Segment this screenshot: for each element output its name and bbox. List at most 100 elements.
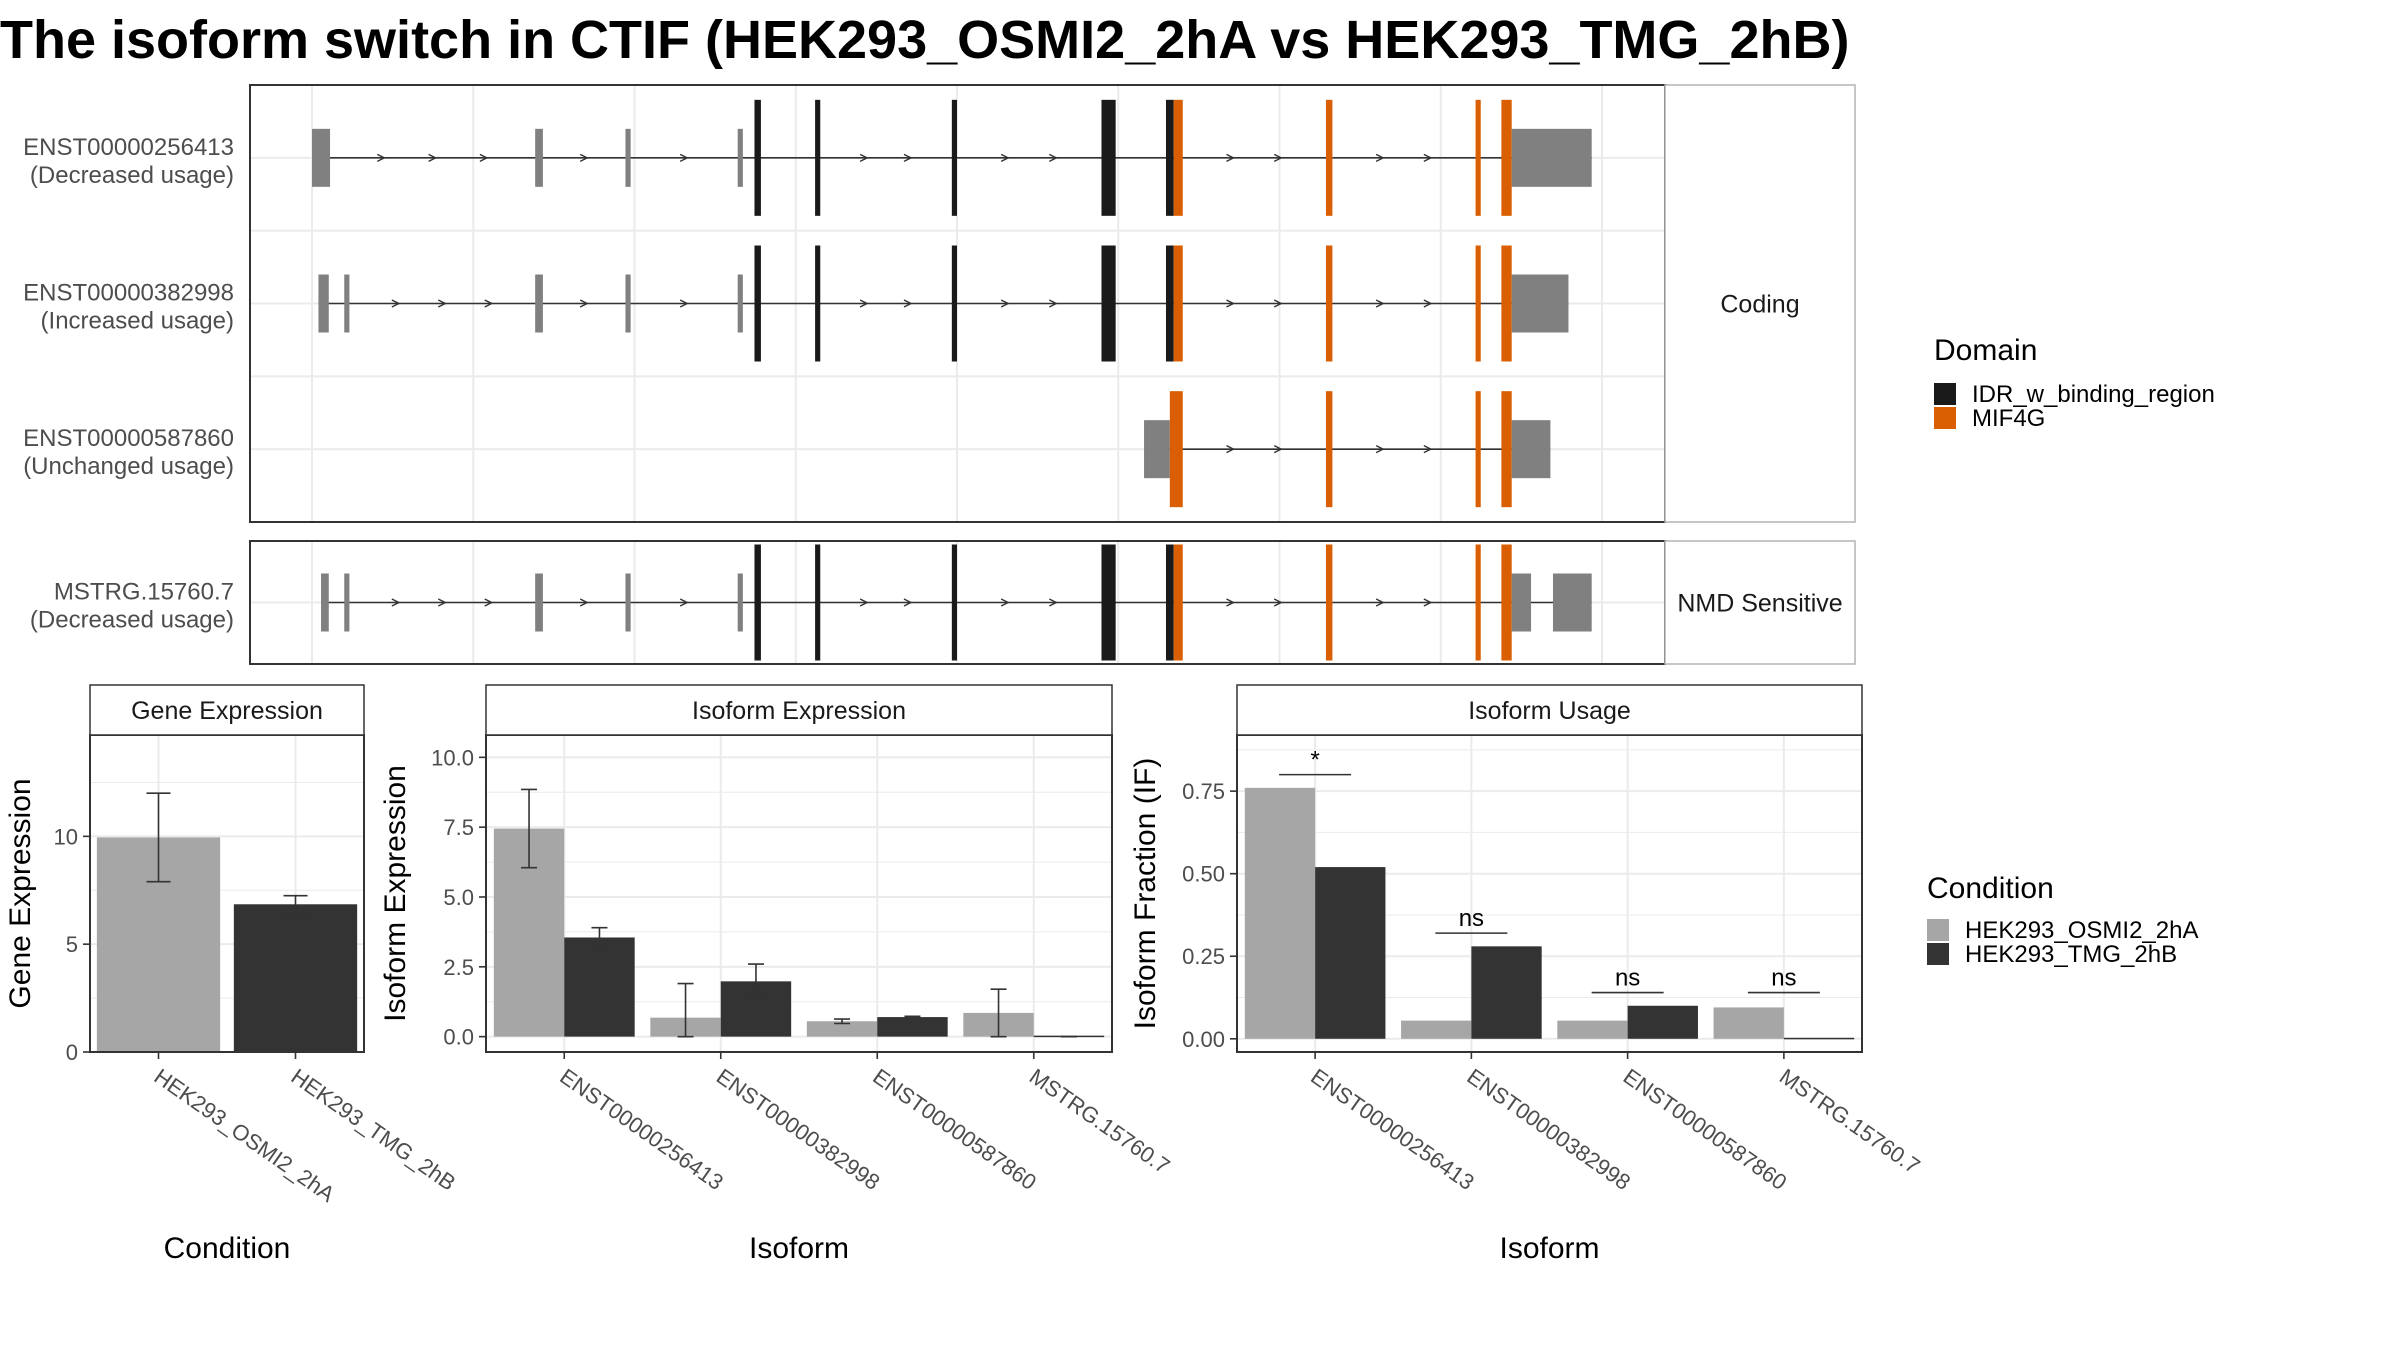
intron-arrow bbox=[1226, 299, 1236, 308]
intron-arrow bbox=[1226, 445, 1236, 454]
x-tick-label: MSTRG.15760.7 bbox=[1025, 1064, 1175, 1179]
domain-legend-title: Domain bbox=[1934, 334, 2037, 367]
bar-series-1 bbox=[1557, 1020, 1628, 1039]
x-axis-title: Isoform bbox=[1499, 1232, 1599, 1265]
utr-exon bbox=[737, 573, 743, 632]
intron-arrow bbox=[1049, 299, 1058, 308]
panel-strip bbox=[1236, 684, 1863, 736]
domain-legend-swatch bbox=[1934, 407, 1956, 429]
utr-exon bbox=[625, 573, 631, 632]
domain-exon-mif4g bbox=[1501, 544, 1512, 661]
bar-chart-panels: Gene Expression0510HEK293_OSMI2_2hAHEK29… bbox=[4, 684, 1925, 1265]
bar-series-1 bbox=[1713, 1007, 1784, 1039]
intron-arrow bbox=[1273, 299, 1283, 308]
y-tick-label: 7.5 bbox=[443, 815, 474, 840]
intron-arrow bbox=[859, 153, 869, 162]
figure-title: The isoform switch in CTIF (HEK293_OSMI2… bbox=[0, 10, 1849, 70]
domain-exon-mif4g bbox=[1501, 391, 1512, 508]
utr-exon bbox=[535, 573, 543, 632]
domain-exon-mif4g bbox=[1475, 99, 1481, 216]
condition-legend-label: HEK293_OSMI2_2hA bbox=[1965, 917, 2198, 944]
significance-label: ns bbox=[1459, 905, 1484, 932]
condition-legend-title: Condition bbox=[1927, 872, 2054, 905]
intron-arrow bbox=[484, 598, 494, 607]
y-tick-label: 10 bbox=[54, 824, 78, 849]
significance-label: ns bbox=[1771, 965, 1796, 992]
intron-arrow bbox=[1423, 299, 1433, 308]
domain-exon-idr-w-binding-region bbox=[815, 245, 821, 362]
intron-arrow bbox=[1226, 598, 1236, 607]
domain-exon-mif4g bbox=[1501, 245, 1512, 362]
domain-exon-mif4g bbox=[1475, 391, 1481, 508]
intron-arrow bbox=[391, 598, 401, 607]
x-tick-label: ENST00000256413 bbox=[1306, 1064, 1479, 1195]
y-axis-title: Gene Expression bbox=[4, 778, 37, 1008]
panel-strip bbox=[485, 684, 1113, 736]
intron-arrow bbox=[1273, 445, 1283, 454]
condition-legend-swatch bbox=[1927, 943, 1949, 965]
intron-arrow bbox=[479, 153, 489, 162]
domain-exon-mif4g bbox=[1475, 245, 1481, 362]
domain-legend-swatch bbox=[1934, 383, 1956, 405]
utr-exon bbox=[312, 128, 331, 187]
domain-exon-mif4g bbox=[1325, 99, 1333, 216]
bar-hek293-tmg-2hb bbox=[233, 904, 358, 1052]
y-axis-title: Isoform Expression bbox=[379, 765, 412, 1022]
bar-series-2 bbox=[1315, 867, 1386, 1039]
y-tick-label: 5.0 bbox=[443, 885, 474, 910]
intron-arrow bbox=[579, 299, 589, 308]
intron-arrow bbox=[579, 598, 589, 607]
transcript-id-label: ENST00000587860 bbox=[23, 425, 234, 452]
y-tick-label: 0.75 bbox=[1182, 779, 1225, 804]
domain-exon-mif4g bbox=[1173, 245, 1183, 362]
y-tick-label: 0 bbox=[66, 1040, 78, 1065]
y-tick-label: 0.50 bbox=[1182, 862, 1225, 887]
transcript-id-label: MSTRG.15760.7 bbox=[54, 579, 234, 606]
intron-arrow bbox=[1000, 299, 1010, 308]
intron-arrow bbox=[437, 598, 447, 607]
intron-arrow bbox=[859, 598, 869, 607]
domain-exon-idr-w-binding-region bbox=[1165, 245, 1174, 362]
utr-exon bbox=[535, 128, 543, 187]
utr-exon bbox=[535, 274, 543, 333]
bar-series-2 bbox=[1471, 946, 1542, 1039]
domain-exon-idr-w-binding-region bbox=[1101, 99, 1116, 216]
y-tick-label: 0.00 bbox=[1182, 1027, 1225, 1052]
domain-exon-idr-w-binding-region bbox=[1165, 99, 1174, 216]
intron-arrow bbox=[484, 299, 494, 308]
intron-arrow bbox=[679, 598, 689, 607]
intron-arrow bbox=[1423, 598, 1433, 607]
transcript-structure-panel: ENST00000256413(Decreased usage)ENST0000… bbox=[23, 84, 1856, 665]
panel-title: Gene Expression bbox=[131, 697, 323, 725]
chart-panel-3: * ns ns ns Isoform Usage 0.00 0.25 0.50 0.75 ENST… bbox=[1129, 684, 1925, 1265]
intron-arrow bbox=[1000, 153, 1010, 162]
utr-exon bbox=[737, 274, 743, 333]
utr-exon bbox=[344, 274, 350, 333]
intron-arrow bbox=[1375, 153, 1385, 162]
bar-series-1 bbox=[1244, 787, 1316, 1039]
domain-exon-mif4g bbox=[1173, 99, 1183, 216]
domain-exon-mif4g bbox=[1169, 391, 1183, 508]
panel-title: Isoform Usage bbox=[1468, 697, 1631, 725]
bar-series-1 bbox=[806, 1021, 878, 1037]
panel-title: Isoform Expression bbox=[692, 697, 906, 725]
condition-legend-swatch bbox=[1927, 919, 1949, 941]
domain-exon-idr-w-binding-region bbox=[815, 544, 821, 661]
domain-exon-mif4g bbox=[1325, 544, 1333, 661]
intron-arrow bbox=[1049, 598, 1058, 607]
intron-arrow bbox=[1375, 299, 1385, 308]
group-strip bbox=[1664, 84, 1856, 523]
intron-arrow bbox=[1049, 153, 1058, 162]
significance-label: ns bbox=[1615, 965, 1640, 992]
utr-exon bbox=[625, 128, 631, 187]
domain-exon-mif4g bbox=[1325, 391, 1333, 508]
utr-exon bbox=[625, 274, 631, 333]
utr-exon bbox=[1511, 274, 1569, 333]
bar-series-2 bbox=[564, 937, 635, 1037]
condition-legend-label: HEK293_TMG_2hB bbox=[1965, 941, 2177, 968]
y-tick-label: 2.5 bbox=[443, 955, 474, 980]
intron-arrow bbox=[679, 153, 689, 162]
intron-arrow bbox=[1423, 153, 1433, 162]
transcript-usage-label: (Increased usage) bbox=[41, 308, 234, 335]
